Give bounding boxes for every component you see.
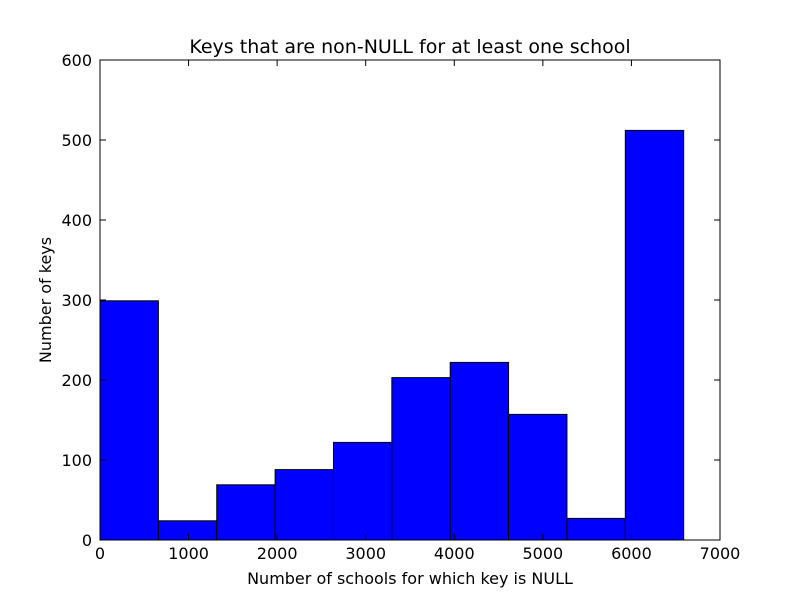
histogram-bar bbox=[332, 441, 393, 541]
y-tick-label: 0 bbox=[82, 531, 92, 550]
histogram-bar bbox=[391, 377, 451, 541]
x-tick-label: 7000 bbox=[700, 544, 741, 563]
y-tick-label: 500 bbox=[61, 131, 92, 150]
histogram-bar bbox=[624, 129, 685, 541]
y-tick-label: 300 bbox=[61, 291, 92, 310]
x-tick-label: 3000 bbox=[345, 544, 386, 563]
y-tick-label: 600 bbox=[61, 51, 92, 70]
x-tick-label: 2000 bbox=[257, 544, 298, 563]
histogram-bar bbox=[566, 517, 626, 541]
histogram-bar bbox=[99, 300, 159, 541]
x-tick-label: 5000 bbox=[522, 544, 563, 563]
bars-group bbox=[99, 129, 685, 541]
histogram-bar bbox=[274, 469, 334, 541]
histogram-bar bbox=[508, 413, 568, 541]
y-tick-label: 200 bbox=[61, 371, 92, 390]
ticks-group: 0 1000 2000 3000 4000 5000 6000 7000 0 100 200 300 4… bbox=[61, 51, 740, 563]
x-tick-label: 6000 bbox=[611, 544, 652, 563]
histogram-bar bbox=[157, 520, 218, 541]
x-tick-label: 1000 bbox=[168, 544, 209, 563]
y-tick-label: 400 bbox=[61, 211, 92, 230]
x-tick-label: 0 bbox=[95, 544, 105, 563]
x-tick-label: 4000 bbox=[434, 544, 475, 563]
chart-title: Keys that are non-NULL for at least one … bbox=[189, 36, 630, 58]
y-tick-label: 100 bbox=[61, 451, 92, 470]
x-axis-label: Number of schools for which key is NULL bbox=[247, 569, 573, 588]
histogram-bar bbox=[216, 484, 276, 541]
histogram-bar bbox=[449, 361, 510, 541]
y-axis-label: Number of keys bbox=[36, 237, 55, 363]
